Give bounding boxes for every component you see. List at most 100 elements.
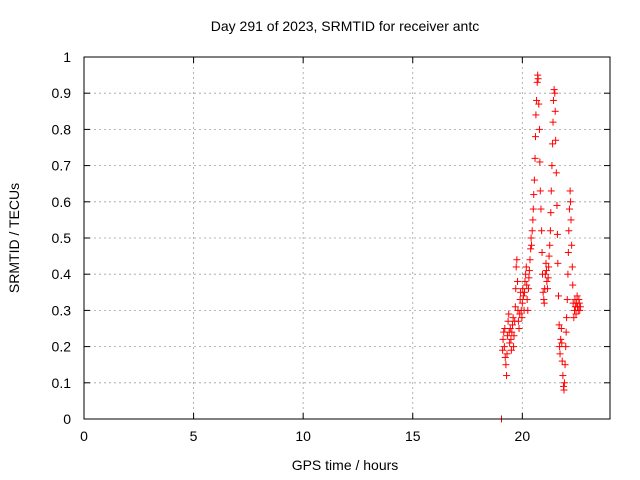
data-point [547,209,555,217]
data-point [503,372,511,380]
data-point [499,346,507,354]
data-point [566,187,574,195]
data-point [568,241,576,249]
data-point [570,314,578,322]
data-point [502,361,510,369]
data-point [560,386,568,394]
data-point [543,277,551,285]
x-tick-label: 10 [295,428,311,444]
data-point [542,259,550,267]
data-point [551,89,559,97]
data-point [540,299,548,307]
data-point [523,296,531,304]
data-point [529,216,537,224]
data-point [527,245,535,253]
data-point [512,285,520,293]
data-point [572,310,580,318]
data-point [568,263,576,271]
data-point [510,343,518,351]
data-point [554,259,562,267]
data-point [525,274,533,282]
y-tick-label: 1 [63,49,71,65]
data-point [556,350,564,358]
data-point [515,325,523,332]
data-point [546,241,554,249]
data-point [531,154,539,162]
data-point [536,158,544,166]
data-point [506,339,514,347]
data-point [564,270,572,278]
data-point [522,270,530,278]
data-point [555,321,563,329]
chart-title: Day 291 of 2023, SRMTID for receiver ant… [211,18,479,34]
data-point [535,125,543,133]
data-point [545,252,553,260]
data-point [519,292,527,300]
data-point [529,205,537,213]
data-point [549,118,557,126]
data-point [530,176,538,184]
data-point [569,281,577,289]
data-point [518,314,526,322]
data-point [553,230,561,238]
data-point [510,332,518,340]
x-tick-label: 0 [80,428,88,444]
data-point [544,274,552,282]
data-point [561,361,569,369]
y-tick-label: 0.7 [52,158,72,174]
data-point [549,140,557,148]
y-tick-label: 0.4 [52,266,72,282]
y-tick-label: 0.1 [52,375,72,391]
data-point [503,332,511,340]
data-point [527,234,535,242]
axis-ticks [83,56,610,420]
data-point [522,263,530,271]
y-tick-label: 0 [63,411,71,427]
x-tick-label: 20 [515,428,531,444]
data-point [521,288,529,296]
y-tick-label: 0.9 [52,85,72,101]
data-point [524,306,532,314]
data-point [575,299,583,307]
data-point [503,350,511,358]
data-point [525,267,533,275]
data-point [539,288,547,296]
data-point [558,357,566,365]
grid [84,57,610,419]
y-tick-labels: 0 0.1 0.2 0.3 0.4 0.5 0.6 0.7 0.8 0.9 1 [52,49,72,427]
data-point [514,317,522,325]
data-point [508,328,516,336]
data-point [532,111,540,119]
data-point [537,205,545,213]
y-tick-label: 0.6 [52,194,72,210]
data-point [544,285,552,293]
data-point [564,248,572,256]
data-point [567,216,575,224]
data-point [533,96,541,104]
data-point [553,201,561,209]
x-tick-labels: 0 5 10 15 20 [80,428,530,444]
data-point [534,75,542,83]
data-point [542,267,550,275]
data-point [516,296,524,304]
data-point [501,353,509,361]
data-point [518,299,526,307]
data-point [531,133,539,141]
y-tick-label: 0.8 [52,121,72,137]
y-tick-label: 0.5 [52,230,72,246]
data-point [500,343,508,351]
data-point [530,191,538,199]
y-tick-label: 0.2 [52,339,72,355]
x-axis-title: GPS time / hours [292,457,399,473]
data-point [557,335,565,343]
data-point [511,303,519,311]
data-points [498,71,584,423]
x-tick-label: 5 [190,428,198,444]
data-point [550,86,558,94]
data-point [554,292,562,300]
data-point [549,96,557,104]
data-point [563,296,571,304]
data-point [536,187,544,195]
data-point [551,107,559,115]
data-point [507,346,515,354]
